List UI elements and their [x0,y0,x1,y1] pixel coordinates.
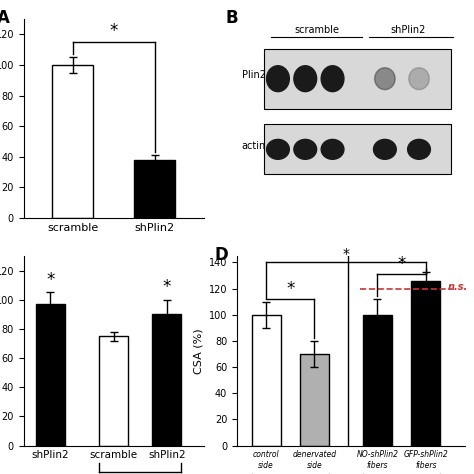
Text: *: * [109,22,118,40]
Bar [300,354,329,446]
Ellipse shape [266,139,289,159]
Text: scramble: scramble [294,25,339,35]
Text: *: * [286,280,294,298]
FancyBboxPatch shape [264,125,451,174]
Text: n.s.: n.s. [447,283,468,292]
Text: D: D [214,246,228,264]
Ellipse shape [374,68,395,90]
Text: A: A [0,9,9,27]
Ellipse shape [294,139,317,159]
Bar [363,315,392,446]
Bar [99,336,128,446]
Bar [411,281,440,446]
FancyBboxPatch shape [264,49,451,109]
Text: shPlin2: shPlin2 [390,25,425,35]
Text: actin: actin [242,141,266,151]
Ellipse shape [374,139,396,159]
Text: Plin2: Plin2 [242,70,265,80]
Bar [152,314,182,446]
Ellipse shape [409,68,429,90]
Bar [252,315,281,446]
Bar [52,65,93,218]
Ellipse shape [266,66,289,91]
Bar [36,304,65,446]
Text: *: * [342,247,349,261]
Ellipse shape [321,66,344,91]
Text: *: * [397,255,406,273]
Ellipse shape [321,139,344,159]
Ellipse shape [294,66,317,91]
Text: B: B [226,9,238,27]
Text: *: * [46,271,55,289]
Text: *: * [163,278,171,296]
Bar [134,160,175,218]
Y-axis label: CSA (%): CSA (%) [193,328,203,374]
Ellipse shape [408,139,430,159]
